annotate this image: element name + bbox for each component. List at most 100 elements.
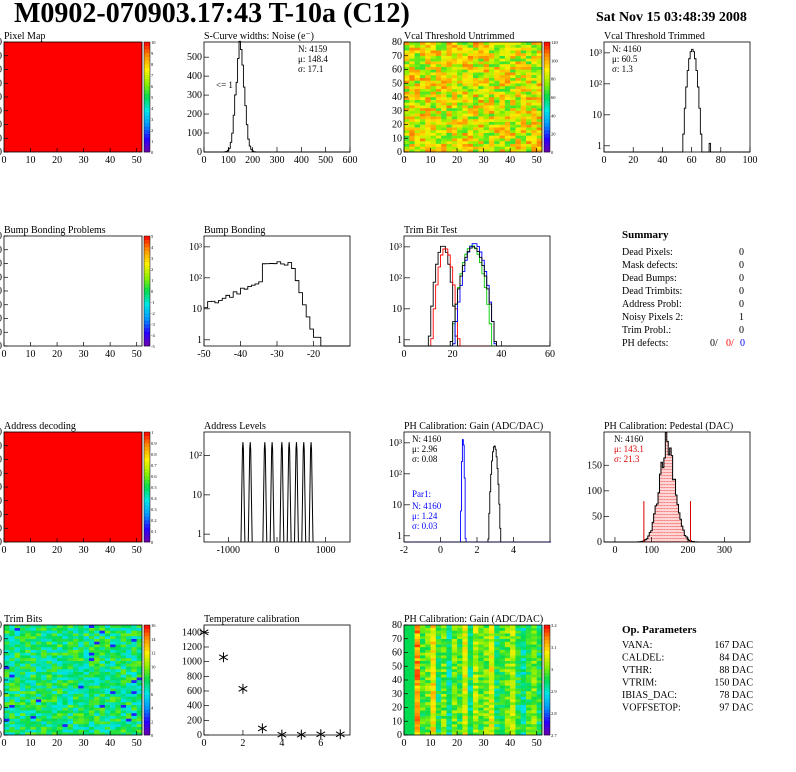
heatmap-cell	[78, 671, 84, 675]
heatmap-cell	[478, 630, 484, 634]
heatmap-cell	[536, 121, 543, 125]
heatmap-cell	[419, 627, 426, 631]
heatmap-cell	[457, 97, 463, 100]
hatch	[657, 519, 660, 522]
heatmap-cell	[494, 638, 500, 642]
x-tick-label: 0	[612, 545, 617, 556]
heatmap-cell	[57, 655, 63, 659]
heatmap-cell	[46, 677, 52, 681]
heatmap-cell	[104, 630, 111, 634]
heatmap-cell	[435, 69, 442, 73]
heatmap-cell	[425, 718, 431, 722]
heatmap-cell	[526, 682, 532, 686]
heatmap-cell	[499, 42, 506, 45]
heatmap-cell	[414, 685, 421, 689]
colorbar-cell	[144, 280, 150, 284]
heatmap-cell	[430, 127, 437, 131]
summary-value: 0/	[726, 338, 734, 349]
heatmap-cell	[478, 680, 484, 683]
heatmap-cell	[467, 102, 474, 106]
heatmap-cell	[488, 732, 495, 736]
heatmap-cell	[494, 50, 500, 54]
heatmap-cell	[510, 636, 516, 639]
x-tick-label: 10	[26, 545, 36, 556]
colorbar-cell	[144, 694, 150, 699]
heatmap-cell	[483, 58, 490, 62]
heatmap-cell	[88, 633, 95, 637]
heatmap-cell	[35, 682, 42, 686]
colorbar-cell	[144, 93, 150, 98]
heatmap-cell	[504, 658, 511, 661]
heatmap-cell	[462, 625, 468, 628]
heatmap-cell	[515, 77, 521, 81]
heatmap-cell	[435, 130, 442, 133]
heatmap-cell	[467, 110, 474, 114]
heatmap-cell	[515, 110, 521, 114]
colorbar-label: 5	[151, 95, 154, 100]
heatmap-cell	[115, 724, 121, 727]
hatch	[659, 516, 662, 519]
heatmap-cell	[419, 660, 426, 664]
heatmap-cell	[499, 641, 506, 645]
heatmap-cell	[510, 666, 516, 670]
heatmap-cell	[414, 119, 421, 122]
heatmap-cell	[62, 685, 68, 689]
heatmap-cell	[115, 702, 121, 705]
heatmap-cell	[46, 685, 52, 689]
heatmap-cell	[446, 135, 452, 139]
heatmap-cell	[83, 641, 90, 645]
colorbar-cell	[544, 97, 550, 101]
heatmap-cell	[41, 647, 47, 650]
heatmap-cell	[499, 61, 506, 65]
heatmap-cell	[404, 696, 410, 700]
heatmap-cell	[473, 83, 479, 87]
heatmap-cell	[446, 72, 452, 76]
heatmap-cell	[462, 647, 468, 650]
heatmap-cell	[88, 649, 95, 653]
colorbar-cell	[544, 643, 550, 648]
heatmap-cell	[531, 702, 537, 705]
heatmap-cell	[483, 143, 490, 147]
hatch	[663, 537, 666, 540]
x-tick-label: 20	[452, 738, 462, 749]
heatmap-cell	[473, 713, 479, 716]
y-tick-label: 60	[0, 648, 2, 659]
heatmap-cell	[446, 732, 452, 736]
heatmap-cell	[409, 86, 415, 89]
heatmap-cell	[504, 666, 511, 670]
heatmap-cell	[99, 638, 106, 642]
heatmap-cell	[504, 42, 511, 45]
heatmap-cell	[425, 669, 431, 672]
heatmap-cell	[451, 110, 458, 114]
heatmap-cell	[494, 47, 500, 51]
heatmap-cell	[536, 141, 543, 144]
heatmap-cell	[520, 42, 527, 45]
heatmap-cell	[499, 146, 506, 150]
x-tick-label: -2	[400, 545, 408, 556]
y-tick-label: 10	[392, 716, 402, 727]
heatmap-cell	[441, 127, 447, 131]
heatmap-cell	[30, 680, 37, 683]
heatmap-cell	[419, 726, 426, 730]
heatmap-cell	[504, 660, 511, 664]
heatmap-cell	[520, 55, 527, 59]
histogram-fill	[663, 457, 666, 542]
heatmap-cell	[515, 630, 521, 634]
colorbar-cell	[544, 628, 550, 633]
y-tick-label: 30	[392, 689, 402, 700]
heatmap-cell	[404, 143, 410, 147]
heatmap-cell	[419, 732, 426, 736]
heatmap-cell	[531, 77, 537, 81]
heatmap-cell	[462, 663, 468, 667]
heatmap-cell	[404, 702, 410, 705]
heatmap-cell	[451, 660, 458, 664]
heatmap-cell	[409, 663, 415, 667]
heatmap-cell	[430, 110, 437, 114]
heatmap-cell	[25, 674, 31, 678]
heatmap-cell	[488, 66, 495, 70]
heatmap-cell	[499, 121, 506, 125]
heatmap-cell	[88, 644, 95, 648]
hatch	[660, 507, 663, 510]
heatmap-cell	[515, 80, 521, 84]
heatmap-cell	[120, 704, 127, 708]
